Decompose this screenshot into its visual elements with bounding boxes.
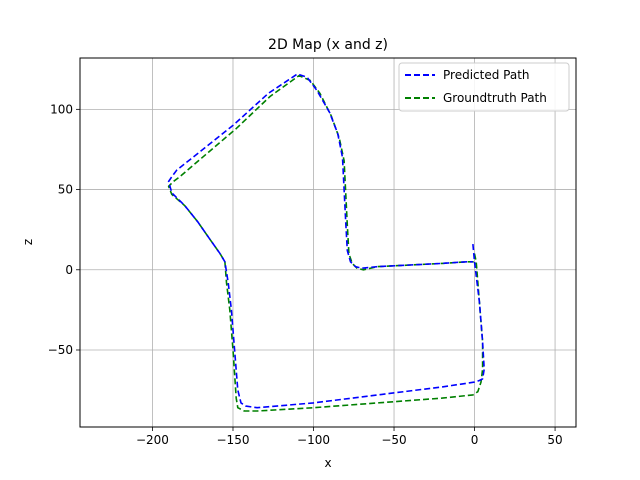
x-tick-label: 50 [547,433,562,447]
legend: Predicted Path Groundtruth Path [398,62,570,112]
plot-frame [79,57,577,428]
ticks: −200 −150 −100 −50 0 50 −50 0 50 100 [48,102,563,447]
x-axis-label: x [324,456,331,470]
series-layer [167,73,486,412]
y-tick-label: 100 [50,102,73,116]
predicted-path-line [167,73,486,409]
chart-title: 2D Map (x and z) [268,37,388,53]
legend-label-groundtruth: Groundtruth Path [443,91,547,105]
legend-label-predicted: Predicted Path [443,68,530,82]
legend-box [398,62,570,112]
y-tick-label: 50 [58,183,73,197]
x-tick-label: 0 [471,433,479,447]
x-tick-label: −200 [136,433,169,447]
y-tick-label: −50 [48,343,73,357]
groundtruth-path-line [167,74,484,412]
y-axis-label: z [21,239,35,245]
x-tick-label: −150 [217,433,250,447]
x-tick-label: −100 [297,433,330,447]
x-tick-label: −50 [381,433,406,447]
y-tick-label: 0 [65,263,73,277]
